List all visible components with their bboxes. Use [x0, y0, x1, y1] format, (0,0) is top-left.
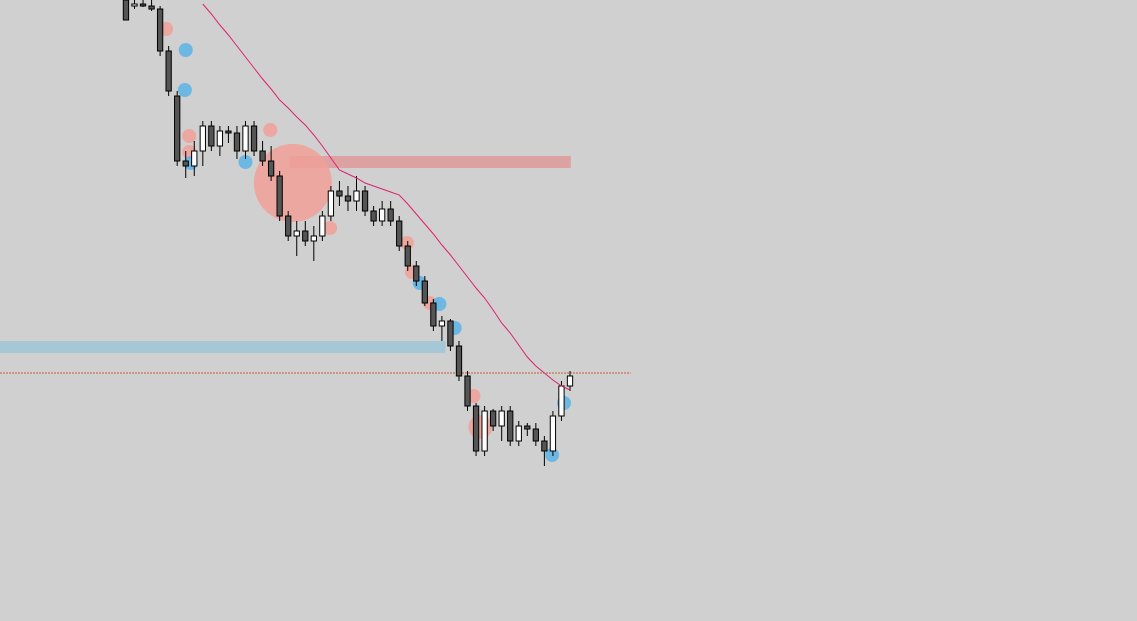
signal-bubble: [238, 155, 253, 169]
candle-body: [319, 215, 326, 237]
candle-body: [507, 410, 514, 442]
candle-body: [353, 190, 360, 202]
candle-body: [524, 425, 531, 430]
signal-bubble: [263, 123, 278, 137]
signal-bubble: [182, 129, 197, 143]
candle-body: [191, 150, 198, 167]
candle-body: [438, 320, 446, 327]
zone: [0, 341, 446, 353]
candle-body: [413, 265, 420, 282]
signal-bubble: [177, 83, 192, 97]
candle-body: [293, 230, 300, 237]
moving-average: [202, 3, 571, 391]
candle-body: [447, 320, 454, 347]
candle-body: [541, 440, 548, 452]
candle-body: [199, 125, 206, 152]
candle-body: [421, 280, 428, 304]
candle-body: [455, 345, 463, 377]
candle-body: [387, 208, 394, 222]
candle-body: [242, 125, 249, 152]
candle-body: [131, 3, 138, 7]
candle-body: [148, 5, 155, 10]
candle-body: [344, 195, 352, 202]
candle-body: [532, 428, 539, 442]
candle-body: [259, 150, 266, 162]
candle-body: [122, 0, 130, 21]
candle-body: [489, 410, 497, 427]
candle-body: [285, 215, 292, 237]
candle-body: [558, 385, 565, 417]
candle-body: [361, 190, 369, 212]
candle-body: [139, 3, 147, 7]
candle-body: [310, 235, 317, 242]
candle-body: [472, 405, 480, 452]
candle-body: [182, 160, 189, 167]
candle-body: [549, 415, 557, 452]
candle-body: [216, 130, 224, 147]
candle-body: [208, 125, 215, 147]
candle-body: [336, 190, 343, 197]
candle-body: [276, 175, 283, 217]
candle-body: [267, 160, 275, 177]
candle-body: [378, 208, 386, 222]
candle-body: [566, 375, 574, 387]
candle-body: [404, 245, 411, 267]
signal-bubble: [468, 415, 493, 439]
candle-body: [302, 230, 309, 242]
candle-body: [464, 375, 471, 407]
candle-body: [225, 130, 232, 134]
candle-body: [430, 302, 437, 327]
candle-body: [370, 210, 377, 222]
candle-body: [396, 220, 403, 247]
candle-body: [515, 425, 522, 442]
signal-bubble: [323, 221, 338, 235]
candle-body: [156, 8, 164, 52]
candle-body: [498, 410, 505, 427]
candle-body: [327, 190, 335, 217]
candle-body: [165, 50, 172, 92]
candle-body: [250, 125, 258, 152]
zone: [289, 156, 571, 168]
candle-body: [233, 132, 241, 152]
candle-body: [481, 410, 488, 452]
candle-body: [174, 95, 181, 162]
signal-bubble: [178, 43, 193, 57]
